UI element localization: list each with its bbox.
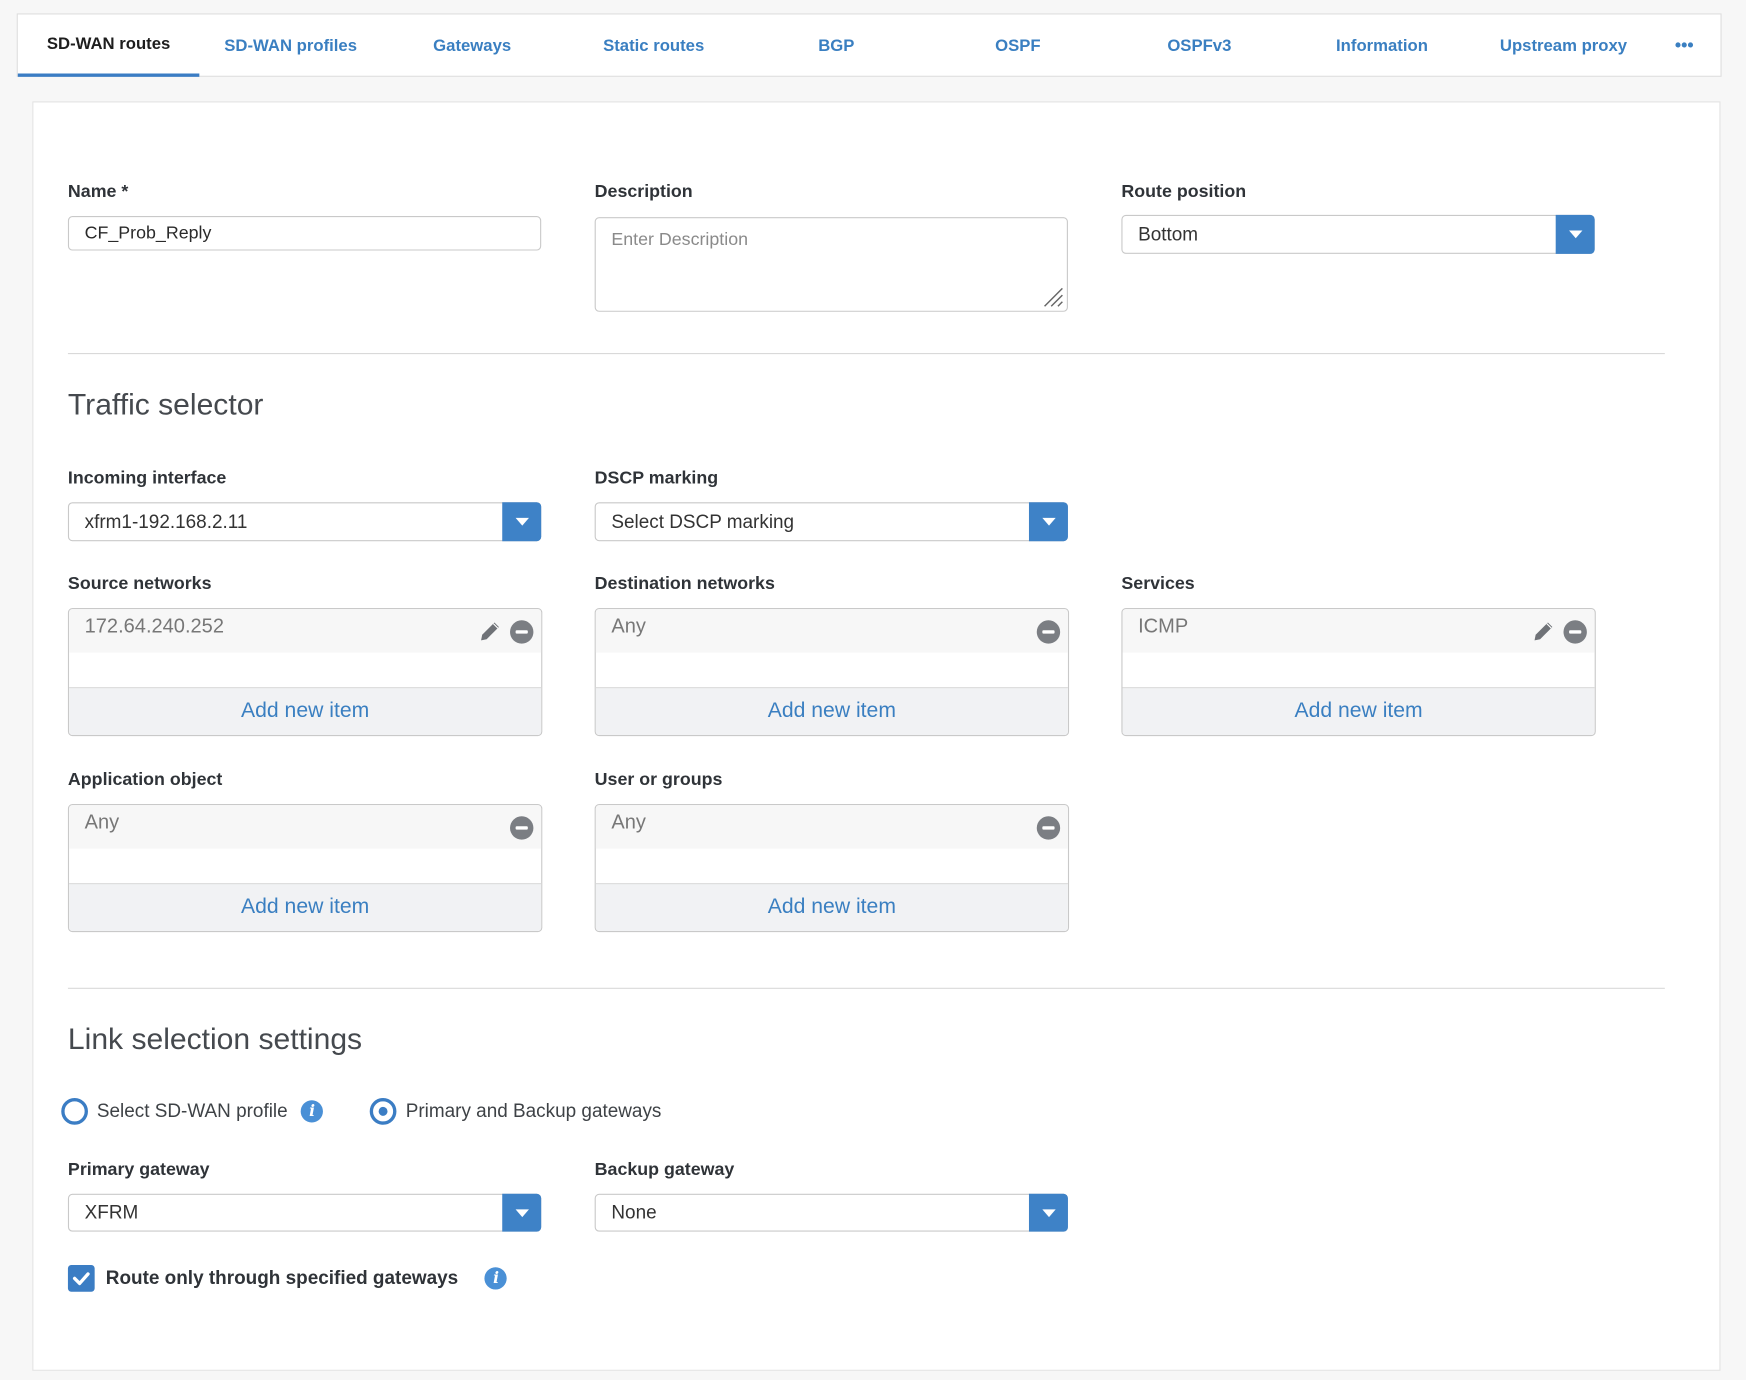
remove-icon[interactable] — [1036, 620, 1061, 644]
add-new-item-button[interactable]: Add new item — [595, 883, 1068, 931]
info-icon[interactable]: i — [301, 1100, 324, 1123]
add-new-item-button[interactable]: Add new item — [595, 687, 1068, 735]
route-only-row: Route only through specified gateways i — [67, 1265, 508, 1292]
chevron-down-icon — [1041, 1208, 1056, 1217]
route-only-checkbox[interactable] — [67, 1265, 95, 1292]
backup-gateway-select[interactable]: None — [594, 1193, 1068, 1232]
services-label: Services — [1121, 574, 1195, 594]
dropdown-button[interactable] — [502, 1193, 542, 1232]
chevron-down-icon — [515, 1208, 529, 1217]
tab-information[interactable]: Information — [1336, 36, 1428, 56]
incoming-interface-value: xfrm1-192.168.2.11 — [84, 510, 248, 532]
dscp-marking-select[interactable]: Select DSCP marking — [594, 502, 1068, 542]
description-placeholder: Enter Description — [611, 230, 749, 250]
route-only-label: Route only through specified gateways — [105, 1267, 459, 1289]
user-or-groups-list: Any Add new item — [594, 804, 1070, 933]
more-tabs-icon[interactable]: ••• — [1674, 36, 1694, 56]
chevron-down-icon — [1568, 230, 1582, 239]
resize-handle-icon[interactable] — [1039, 283, 1063, 307]
list-item: Any — [595, 805, 1068, 849]
description-label: Description — [594, 182, 693, 202]
incoming-interface-select[interactable]: xfrm1-192.168.2.11 — [67, 502, 542, 542]
chevron-down-icon — [1041, 517, 1056, 526]
add-new-item-button[interactable]: Add new item — [1122, 687, 1595, 735]
name-input[interactable]: CF_Prob_Reply — [67, 216, 542, 251]
route-position-select[interactable]: Bottom — [1121, 214, 1595, 254]
destination-networks-label: Destination networks — [594, 574, 775, 594]
info-icon[interactable]: i — [484, 1267, 508, 1290]
remove-icon[interactable] — [510, 620, 534, 644]
dropdown-button[interactable] — [1028, 502, 1068, 542]
active-tab-indicator — [17, 73, 200, 77]
radio-label: Select SD-WAN profile — [96, 1100, 288, 1122]
source-networks-list: 172.64.240.252 Add new item — [67, 608, 543, 737]
list-item-text: Any — [84, 810, 120, 833]
divider — [67, 353, 1665, 355]
route-position-value: Bottom — [1138, 223, 1199, 245]
primary-gateway-select[interactable]: XFRM — [67, 1193, 542, 1232]
dropdown-button[interactable] — [1555, 214, 1595, 254]
source-networks-label: Source networks — [67, 574, 212, 594]
services-list: ICMP Add new item — [1121, 608, 1596, 737]
tab-bgp[interactable]: BGP — [818, 36, 855, 56]
list-item-text: ICMP — [1138, 614, 1189, 637]
pencil-icon[interactable] — [1530, 618, 1557, 645]
destination-networks-list: Any Add new item — [594, 608, 1070, 737]
application-object-label: Application object — [67, 770, 223, 790]
radio-primary-backup-gateways[interactable] — [370, 1098, 397, 1125]
list-item-text: Any — [611, 810, 646, 833]
name-label: Name * — [67, 182, 129, 202]
name-value: CF_Prob_Reply — [84, 223, 212, 243]
route-form-panel — [32, 101, 1721, 1371]
link-selection-heading: Link selection settings — [67, 1022, 363, 1056]
add-new-item-button[interactable]: Add new item — [69, 687, 542, 735]
user-or-groups-label: User or groups — [594, 770, 723, 790]
tab-sd-wan-profiles[interactable]: SD-WAN profiles — [224, 36, 358, 56]
tab-static-routes[interactable]: Static routes — [603, 36, 705, 56]
pencil-icon[interactable] — [477, 618, 504, 645]
dscp-marking-label: DSCP marking — [594, 468, 719, 488]
dropdown-button[interactable] — [1028, 1193, 1068, 1232]
dropdown-button[interactable] — [502, 502, 542, 542]
tab-ospf[interactable]: OSPF — [995, 36, 1041, 56]
list-item-text: Any — [611, 614, 646, 637]
list-item: ICMP — [1122, 609, 1595, 653]
list-item: Any — [595, 609, 1068, 653]
link-mode-radio-group: Select SD-WAN profile i Primary and Back… — [61, 1098, 661, 1125]
primary-gateway-label: Primary gateway — [67, 1160, 210, 1180]
backup-gateway-value: None — [611, 1201, 657, 1223]
dscp-marking-value: Select DSCP marking — [611, 510, 795, 532]
backup-gateway-label: Backup gateway — [594, 1160, 735, 1180]
divider — [67, 987, 1665, 989]
list-item-text: 172.64.240.252 — [84, 614, 224, 637]
traffic-selector-heading: Traffic selector — [67, 387, 264, 421]
primary-gateway-value: XFRM — [84, 1201, 139, 1223]
tab-ospfv3[interactable]: OSPFv3 — [1167, 36, 1232, 56]
radio-label: Primary and Backup gateways — [405, 1100, 662, 1122]
list-item: 172.64.240.252 — [69, 609, 542, 653]
radio-select-sd-wan-profile[interactable] — [61, 1098, 88, 1125]
description-textarea[interactable]: Enter Description — [594, 217, 1068, 312]
add-new-item-button[interactable]: Add new item — [69, 883, 542, 931]
tab-gateways[interactable]: Gateways — [433, 36, 512, 56]
remove-icon[interactable] — [1036, 816, 1061, 840]
chevron-down-icon — [515, 517, 529, 526]
list-item: Any — [69, 805, 542, 849]
application-object-list: Any Add new item — [67, 804, 543, 933]
checkmark-icon — [72, 1272, 90, 1286]
route-position-label: Route position — [1121, 182, 1247, 202]
remove-icon[interactable] — [510, 816, 534, 840]
remove-icon[interactable] — [1563, 620, 1587, 644]
tab-upstream-proxy[interactable]: Upstream proxy — [1499, 36, 1628, 56]
tab-sd-wan-routes[interactable]: SD-WAN routes — [46, 34, 171, 54]
incoming-interface-label: Incoming interface — [67, 468, 227, 488]
tab-bar: SD-WAN routes SD-WAN profiles Gateways S… — [16, 13, 1722, 77]
